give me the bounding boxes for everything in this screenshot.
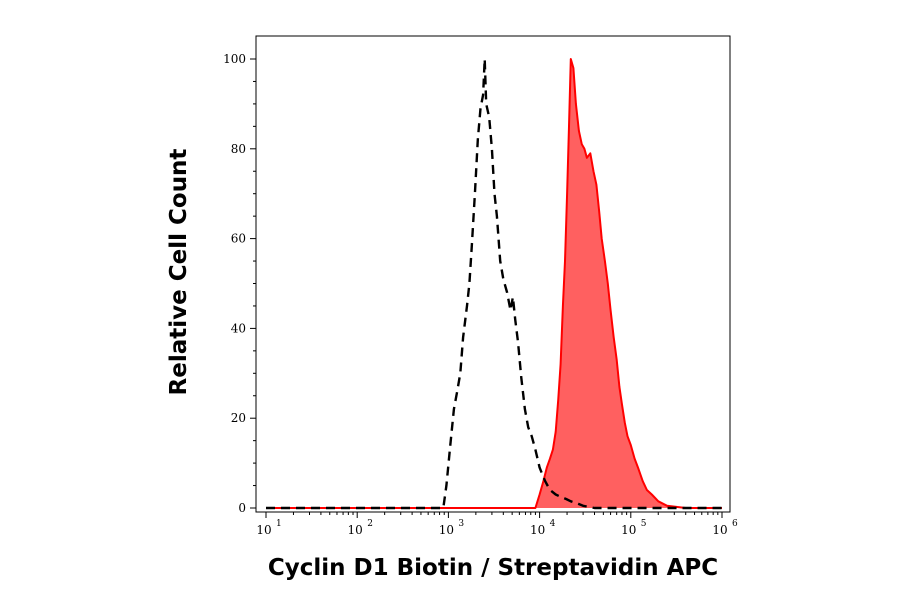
axis-ticks: 0 20 40 60 80 100 10 1 10 2 10 3 10 4 10 5 10 6	[223, 52, 738, 537]
x-tick-label: 10	[439, 523, 454, 537]
x-tick-exponent: 3	[458, 519, 464, 529]
y-tick-label: 40	[231, 321, 246, 335]
x-tick-label: 10	[530, 523, 545, 537]
x-tick-exponent: 1	[276, 519, 282, 529]
stained-histogram-fill	[266, 59, 722, 508]
y-tick-label: 80	[231, 142, 246, 156]
control-histogram-line	[266, 57, 722, 510]
y-tick-label: 100	[223, 52, 246, 66]
x-tick-label: 10	[256, 523, 271, 537]
y-axis-title: Relative Cell Count	[166, 149, 192, 396]
y-tick-label: 60	[231, 232, 246, 246]
y-tick-label: 20	[231, 411, 246, 425]
x-axis-title: Cyclin D1 Biotin / Streptavidin APC	[268, 555, 718, 581]
x-tick-exponent: 4	[550, 519, 556, 529]
plot-frame	[255, 35, 731, 513]
x-tick-exponent: 2	[367, 519, 373, 529]
x-tick-label: 10	[348, 523, 363, 537]
y-tick-label: 0	[238, 501, 246, 515]
x-tick-label: 10	[621, 523, 636, 537]
x-tick-exponent: 6	[732, 519, 738, 529]
x-tick-exponent: 5	[641, 519, 647, 529]
plot-area	[266, 57, 722, 510]
x-tick-label: 10	[712, 523, 727, 537]
stained-histogram-line	[266, 58, 722, 509]
